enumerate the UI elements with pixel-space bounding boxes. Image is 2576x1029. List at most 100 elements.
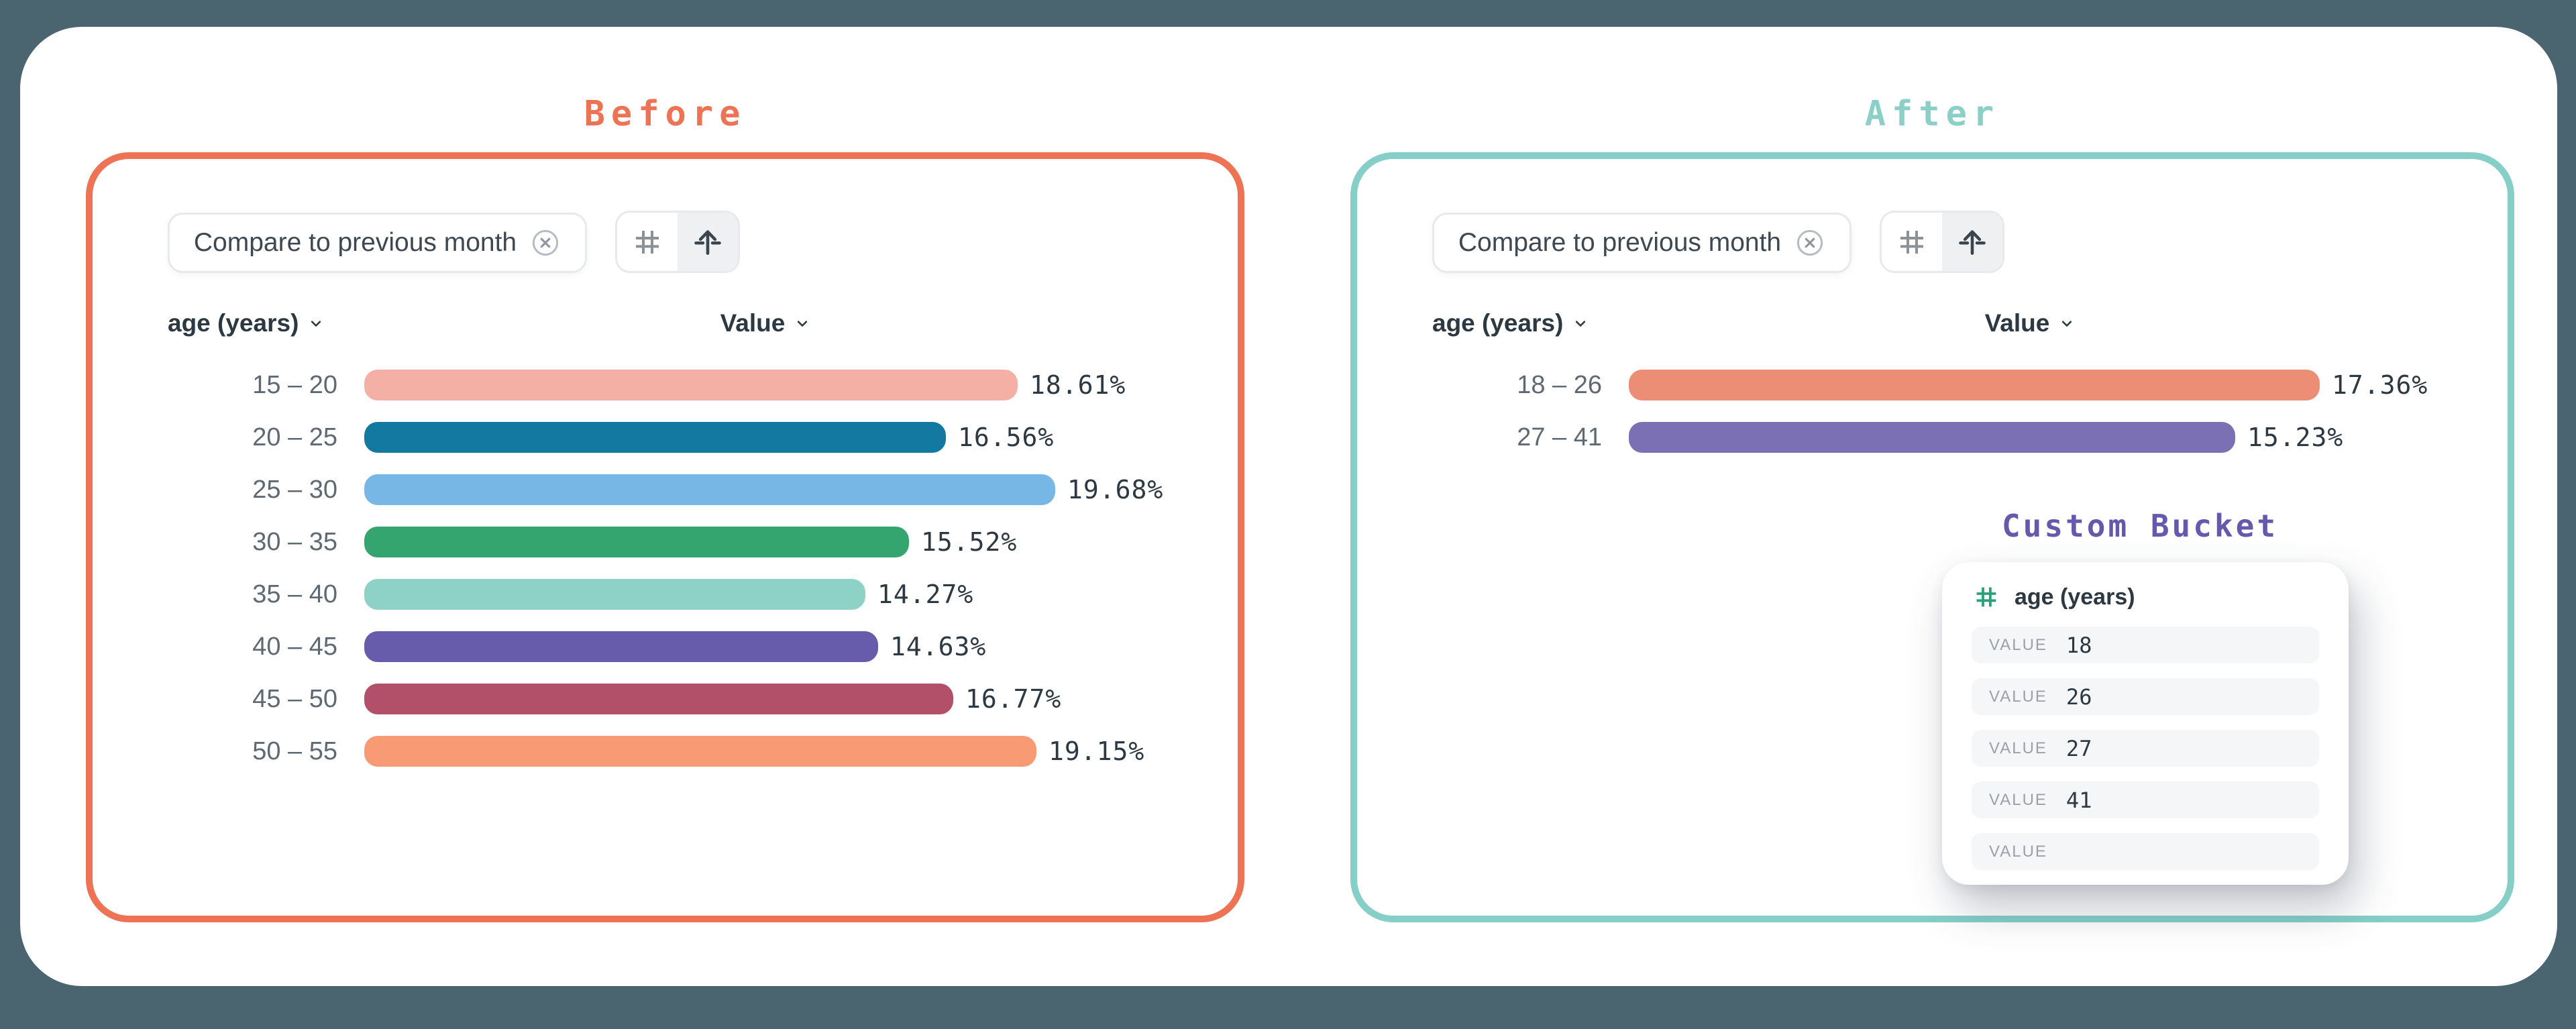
hash-icon — [1973, 584, 2000, 610]
bar-row: 27 – 41 15.23% — [1357, 411, 2494, 464]
custom-bucket-popup: age (years) VALUE 18 VALUE 26 VALUE 27 VALUE 41… — [1942, 562, 2349, 885]
bar[interactable] — [364, 684, 953, 714]
bar[interactable] — [364, 736, 1036, 767]
filter-chip[interactable]: Compare to previous month — [168, 213, 587, 273]
bucket-row-value: 41 — [2065, 787, 2092, 813]
value-header-label: Value — [1984, 309, 2050, 337]
bar-category-label: 15 – 20 — [252, 370, 337, 399]
arrow-up-icon — [1955, 225, 1989, 259]
before-panel: Compare to previous month — [86, 152, 1244, 922]
after-bar-chart: 18 – 26 17.36% 27 – 41 15.23% — [1357, 359, 2494, 464]
bar-track: 15.23% — [1629, 422, 2343, 453]
bar-category-label: 50 – 55 — [252, 737, 337, 765]
bar-row: 50 – 55 19.15% — [93, 725, 1224, 777]
bar-value-label: 16.77% — [965, 684, 1062, 714]
bar[interactable] — [364, 579, 865, 610]
chevron-down-icon — [307, 314, 325, 333]
bar-value-label: 15.52% — [921, 527, 1018, 557]
bar[interactable] — [364, 422, 946, 453]
custom-bucket-rows: VALUE 18 VALUE 26 VALUE 27 VALUE 41 VALUE — [1972, 627, 2319, 870]
bar-track: 18.61% — [364, 370, 1126, 400]
dimension-column-header[interactable]: age (years) — [168, 309, 325, 337]
bar-category-label: 18 – 26 — [1517, 370, 1602, 399]
after-title: After — [1864, 94, 2000, 134]
bar-value-label: 19.68% — [1067, 475, 1164, 504]
move-up-level-button[interactable] — [1942, 213, 2002, 271]
custom-bucket-field: age (years) — [1973, 582, 2319, 612]
bar[interactable] — [364, 474, 1055, 505]
bar-track: 17.36% — [1629, 370, 2428, 400]
bucket-value-row[interactable]: VALUE — [1972, 833, 2319, 870]
before-title: Before — [584, 94, 747, 134]
numeric-format-button[interactable] — [1882, 213, 1942, 271]
bar-category-label: 40 – 45 — [252, 632, 337, 661]
bucket-value-row[interactable]: VALUE 27 — [1972, 730, 2319, 767]
custom-bucket-field-label: age (years) — [2015, 584, 2135, 610]
bar-row: 40 – 45 14.63% — [93, 620, 1224, 673]
bucket-row-label: VALUE — [1989, 687, 2047, 706]
bar-track: 19.68% — [364, 474, 1163, 505]
custom-bucket-title: Custom Bucket — [2001, 508, 2279, 544]
bar-row: 30 – 35 15.52% — [93, 516, 1224, 568]
remove-filter-icon[interactable] — [1794, 227, 1825, 258]
bar-value-label: 14.63% — [890, 632, 987, 661]
bar-track: 14.63% — [364, 631, 986, 662]
before-bar-chart: 15 – 20 18.61% 20 – 25 16.56% 25 – 30 19.68% 3… — [93, 359, 1224, 777]
bucket-value-row[interactable]: VALUE 26 — [1972, 678, 2319, 715]
bar-value-label: 19.15% — [1049, 737, 1145, 766]
filter-chip[interactable]: Compare to previous month — [1432, 213, 1851, 273]
bar-track: 16.56% — [364, 422, 1054, 453]
dimension-column-header[interactable]: age (years) — [1432, 309, 1590, 337]
bucket-row-label: VALUE — [1989, 842, 2047, 861]
bar[interactable] — [1629, 422, 2235, 453]
bucket-row-label: VALUE — [1989, 790, 2047, 809]
bar-value-label: 15.23% — [2247, 423, 2344, 452]
bar-category-label: 35 – 40 — [252, 580, 337, 608]
filter-chip-label: Compare to previous month — [193, 228, 517, 257]
bar[interactable] — [364, 370, 1018, 400]
hash-icon — [1896, 226, 1928, 258]
bucket-row-value: 18 — [2065, 632, 2092, 658]
arrow-up-icon — [691, 225, 724, 259]
bar[interactable] — [364, 631, 878, 662]
bar-category-label: 45 – 50 — [252, 684, 337, 713]
bucket-value-row[interactable]: VALUE 41 — [1972, 781, 2319, 818]
bar-value-label: 18.61% — [1030, 370, 1126, 400]
bar-value-label: 17.36% — [2332, 370, 2428, 400]
chevron-down-icon — [2057, 314, 2076, 333]
bar-track: 14.27% — [364, 579, 973, 610]
move-up-level-button[interactable] — [678, 213, 738, 271]
bar-category-label: 30 – 35 — [252, 527, 337, 556]
bucket-row-label: VALUE — [1989, 739, 2047, 757]
chevron-down-icon — [793, 314, 812, 333]
bar-category-label: 27 – 41 — [1517, 423, 1602, 451]
after-panel: Compare to previous month — [1350, 152, 2514, 922]
bar-row: 45 – 50 16.77% — [93, 673, 1224, 725]
bar-track: 15.52% — [364, 527, 1017, 557]
numeric-format-button[interactable] — [617, 213, 678, 271]
value-header-label: Value — [720, 309, 786, 337]
bucket-row-value: 27 — [2065, 735, 2092, 761]
bar-track: 19.15% — [364, 736, 1144, 767]
bar-value-label: 16.56% — [958, 423, 1055, 452]
chevron-down-icon — [1571, 314, 1590, 333]
dimension-header-label: age (years) — [1432, 309, 1564, 337]
bar[interactable] — [364, 527, 909, 557]
hash-icon — [631, 226, 663, 258]
bucket-value-row[interactable]: VALUE 18 — [1972, 627, 2319, 663]
remove-filter-icon[interactable] — [530, 227, 561, 258]
bar[interactable] — [1629, 370, 2320, 400]
bar-row: 18 – 26 17.36% — [1357, 359, 2494, 411]
bar-row: 25 – 30 19.68% — [93, 464, 1224, 516]
bar-row: 35 – 40 14.27% — [93, 568, 1224, 620]
bar-value-label: 14.27% — [877, 580, 974, 609]
filter-chip-label: Compare to previous month — [1458, 228, 1782, 257]
value-column-header[interactable]: Value — [1950, 309, 2111, 337]
dimension-header-label: age (years) — [168, 309, 299, 337]
value-column-header[interactable]: Value — [686, 309, 847, 337]
bar-row: 15 – 20 18.61% — [93, 359, 1224, 411]
bar-row: 20 – 25 16.56% — [93, 411, 1224, 464]
bucket-row-value: 26 — [2065, 684, 2092, 710]
display-mode-button-group — [1880, 211, 2004, 273]
